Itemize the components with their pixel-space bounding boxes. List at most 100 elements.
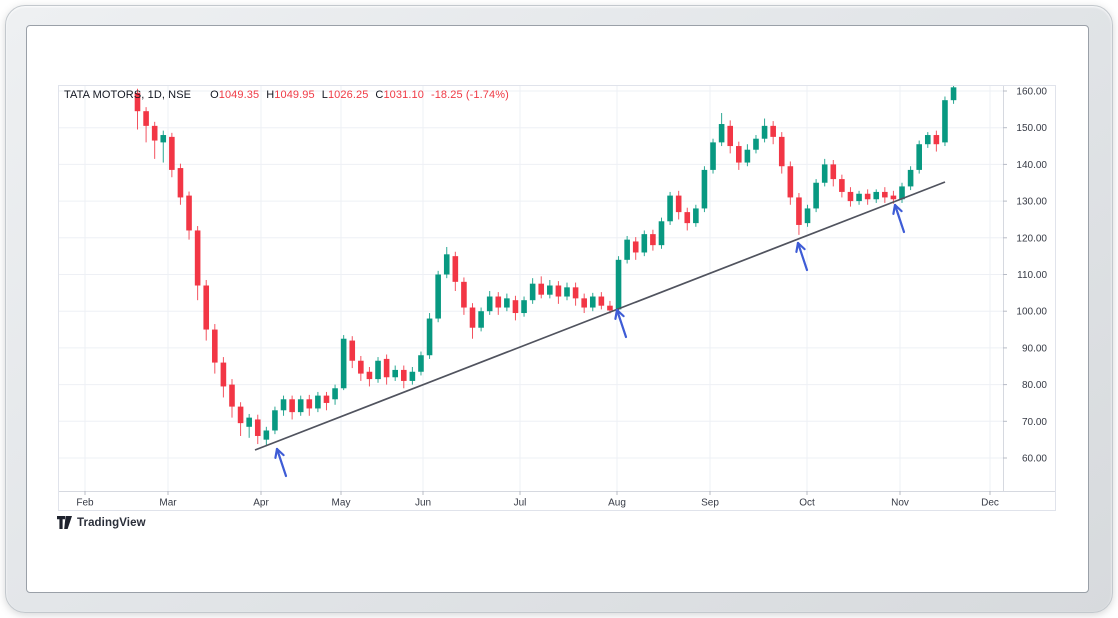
candle-up [873, 191, 880, 200]
candle-up [529, 283, 536, 301]
symbol-title[interactable]: TATA MOTORS, 1D, NSE [64, 89, 192, 101]
candle-up [435, 274, 441, 319]
candle-up [340, 338, 347, 389]
month-tick-label: Aug [608, 498, 626, 509]
open-value: 1049.35 [218, 89, 260, 101]
candle-up [821, 164, 828, 183]
candle-up [426, 318, 433, 356]
gridlines [58, 85, 1003, 491]
trendline-touch-arrow [892, 203, 906, 234]
candle-down [237, 406, 244, 424]
candle-up [272, 410, 278, 431]
low-value: 1026.25 [327, 89, 369, 101]
candle-down [607, 305, 613, 311]
candle-up [547, 285, 553, 295]
candle-down [650, 234, 656, 246]
screen [26, 25, 1089, 593]
trendline-drawing[interactable] [254, 181, 946, 451]
candle-up [710, 142, 716, 170]
candle-up [942, 100, 948, 143]
candle-down [770, 125, 776, 137]
candle-down [461, 281, 467, 308]
candle-down [796, 197, 802, 225]
arrow-annotations[interactable] [274, 203, 906, 478]
chart-legend: TATA MOTORS, 1D, NSE O1049.35 H1049.95 L102… [64, 89, 509, 101]
price-tick-label: 80.00 [1022, 380, 1047, 391]
time-axis[interactable]: Feb Mar Apr May Jun Jul Aug Sep Oct Nov Dec [76, 491, 999, 509]
candle-up [375, 360, 381, 380]
price-tick-label: 150.00 [1016, 123, 1047, 134]
candle-down [254, 419, 261, 436]
candle-up [899, 186, 905, 200]
candle-down [882, 191, 888, 198]
candle-down [229, 384, 235, 407]
candle-up [753, 138, 759, 150]
candle-up [950, 87, 957, 101]
candle-down [736, 146, 742, 163]
candle-down [306, 399, 313, 409]
candle-down [581, 298, 587, 308]
candle-up [718, 124, 725, 143]
candle-up [924, 135, 931, 145]
candle-up [813, 182, 819, 209]
candle-down [933, 135, 940, 145]
candle-down [598, 296, 605, 306]
candle-down [349, 340, 356, 361]
candle-down [151, 125, 158, 141]
candle-down [143, 111, 149, 126]
candle-down [839, 179, 845, 192]
candle-up [160, 135, 167, 143]
price-axis[interactable]: 160.00 150.00 140.00 130.00 120.00 110.00 100.… [1003, 87, 1047, 465]
price-tick-label: 140.00 [1016, 160, 1047, 171]
candle-up [246, 417, 252, 427]
price-tick-label: 70.00 [1022, 417, 1047, 428]
month-tick-label: Feb [76, 498, 94, 509]
month-tick-label: Sep [701, 498, 719, 509]
candle-up [297, 399, 304, 413]
candle-up [667, 195, 673, 222]
candle-up [521, 300, 527, 314]
candle-up [744, 149, 751, 163]
candle-down [675, 195, 682, 213]
candle-down [778, 136, 785, 167]
candle-down [203, 285, 210, 330]
candlesticks [134, 85, 957, 447]
change-value: -18.25 (-1.74%) [430, 89, 509, 101]
candle-up [761, 125, 768, 139]
candle-down [572, 287, 579, 299]
candle-up [641, 234, 648, 253]
candle-down [555, 285, 562, 297]
candle-up [418, 355, 424, 372]
candle-up [332, 388, 338, 400]
candle-down [212, 329, 218, 363]
candle-down [169, 136, 175, 170]
candle-up [392, 369, 398, 378]
candle-down [177, 168, 184, 198]
trendline-touch-arrow [274, 447, 288, 478]
month-tick-label: Nov [891, 498, 909, 509]
candle-down [220, 362, 227, 387]
candle-down [847, 191, 854, 202]
month-tick-label: Mar [159, 498, 177, 509]
high-label: H [266, 89, 275, 101]
price-tick-label: 100.00 [1016, 307, 1047, 318]
chart-plot-area[interactable]: 160.00 150.00 140.00 130.00 120.00 110.00 100.… [58, 85, 1056, 511]
month-tick-label: Apr [253, 498, 269, 509]
tradingview-logo[interactable]: TradingView [57, 516, 146, 529]
candle-down [787, 166, 794, 198]
candle-up [589, 296, 596, 308]
candle-down [366, 371, 373, 380]
candle-up [624, 239, 630, 260]
candle-down [684, 212, 691, 224]
price-tick-label: 130.00 [1016, 197, 1047, 208]
candle-up [443, 254, 450, 275]
candle-down [323, 395, 330, 403]
candle-down [383, 358, 390, 378]
candle-down [469, 307, 476, 328]
open-label: O [210, 89, 219, 101]
candle-up [701, 169, 708, 209]
candle-up [504, 298, 510, 308]
price-tick-label: 110.00 [1017, 270, 1047, 281]
candle-up [658, 221, 665, 246]
